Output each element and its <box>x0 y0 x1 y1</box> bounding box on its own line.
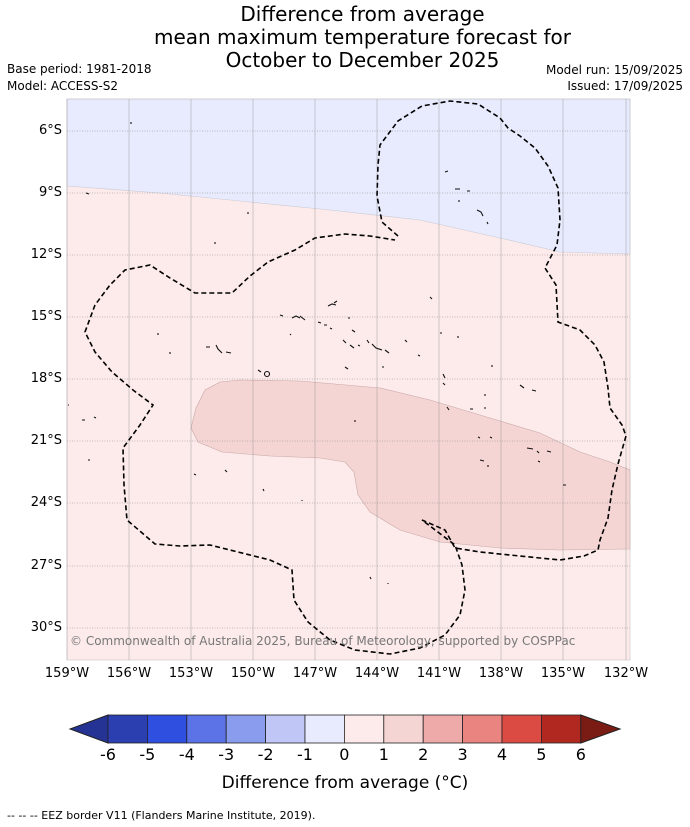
lat-label: 9°S <box>38 185 62 200</box>
model-name: Model: ACCESS-S2 <box>7 79 119 93</box>
colorbar-segment <box>541 714 582 744</box>
colorbar-tick: -5 <box>139 745 156 764</box>
base-period: Base period: 1981-2018 <box>7 62 152 76</box>
eez-border <box>84 100 627 655</box>
lon-label: 147°W <box>292 666 338 681</box>
colorbar-segment <box>186 714 227 744</box>
colorbar-segment <box>462 714 503 744</box>
colorbar-tick: -3 <box>218 745 235 764</box>
colorbar-segment <box>146 714 188 744</box>
colorbar-tick: 5 <box>536 745 547 764</box>
colorbar-segment <box>265 714 306 744</box>
colorbar-min-arrow <box>68 714 109 744</box>
colorbar <box>68 714 622 744</box>
lat-label: 18°S <box>30 371 62 386</box>
title-line-1: Difference from average <box>240 2 485 26</box>
colorbar-max-arrow <box>580 714 622 744</box>
lon-label: 144°W <box>354 666 400 681</box>
copyright-credit: © Commonwealth of Australia 2025, Bureau… <box>70 634 576 648</box>
lon-label: 159°W <box>44 666 90 681</box>
colorbar-label: Difference from average (°C) <box>221 773 469 793</box>
eez-footer-note: -- -- -- EEZ border V11 (Flanders Marine… <box>7 809 316 822</box>
colorbar-tick: 4 <box>496 745 508 764</box>
colorbar-tick: 1 <box>378 745 389 764</box>
colorbar-segment <box>501 714 542 744</box>
warm-region <box>190 379 631 551</box>
lat-label: 24°S <box>30 495 62 510</box>
lat-label: 6°S <box>38 123 62 138</box>
title-line-3: October to December 2025 <box>225 48 500 72</box>
lat-label: 15°S <box>30 309 62 324</box>
colorbar-tick: -6 <box>100 745 116 764</box>
colorbar-tick: -1 <box>297 745 313 764</box>
lon-label: 153°W <box>168 666 214 681</box>
colorbar-segment <box>107 714 148 744</box>
colorbar-segment <box>304 714 345 744</box>
issued-date: Issued: 17/09/2025 <box>567 79 683 93</box>
lon-label: 150°W <box>230 666 276 681</box>
colorbar-tick: 2 <box>418 745 429 764</box>
gridlines <box>66 99 630 660</box>
colorbar-tick: 6 <box>575 745 586 764</box>
lat-label: 27°S <box>30 558 62 573</box>
title-line-2: mean maximum temperature forecast for <box>153 25 571 49</box>
lat-label: 21°S <box>30 433 62 448</box>
colorbar-tick: -2 <box>257 745 274 764</box>
lon-label: 132°W <box>603 666 649 681</box>
colorbar-segment <box>343 714 385 744</box>
lat-label: 12°S <box>30 247 62 262</box>
colorbar-tick: 0 <box>339 745 350 764</box>
lon-label: 138°W <box>478 666 524 681</box>
colorbar-tick: -4 <box>178 745 195 764</box>
colorbar-segment <box>383 714 424 744</box>
model-run: Model run: 15/09/2025 <box>545 63 683 77</box>
colorbar-segment <box>422 714 464 744</box>
lon-label: 135°W <box>540 666 586 681</box>
lat-label: 30°S <box>30 620 62 635</box>
colorbar-segment <box>225 714 266 744</box>
lon-label: 141°W <box>416 666 462 681</box>
islands <box>68 122 566 584</box>
colorbar-tick: 3 <box>457 745 468 764</box>
lon-label: 156°W <box>106 666 152 681</box>
